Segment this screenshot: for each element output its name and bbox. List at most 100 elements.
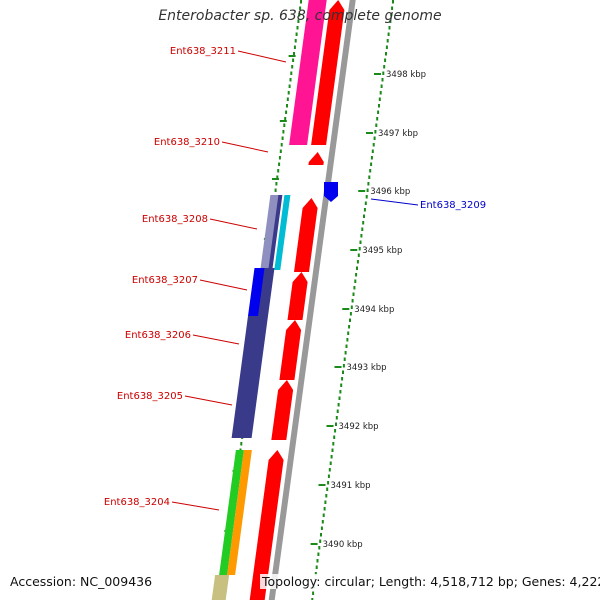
scale-dot (284, 117, 287, 121)
forward-gene-arrow (287, 272, 308, 320)
scale-dot (335, 416, 338, 420)
gene-label: Ent638_3208 (142, 214, 208, 225)
gene-leader-line (370, 198, 419, 206)
scale-dot (286, 104, 288, 108)
scale-dot (351, 299, 354, 303)
scale-tick-label: 3494 kbp (354, 305, 394, 315)
scale-dot (282, 130, 285, 134)
scale-dot (291, 65, 294, 69)
scale-dot (300, 0, 302, 4)
scale-dot (383, 65, 386, 69)
scale-dot (337, 403, 340, 407)
outer-scale-ring (311, 0, 394, 600)
inner-scale-tick (272, 178, 279, 180)
scale-dot (367, 182, 370, 186)
scale-dot (359, 240, 362, 244)
scale-dot (293, 45, 296, 49)
outer-scale-tick (318, 484, 326, 486)
scale-dot (385, 52, 387, 56)
scale-dot (297, 19, 300, 23)
scale-dot (353, 286, 356, 290)
scale-dot (377, 110, 380, 114)
scale-dot (357, 253, 360, 257)
outer-scale-tick (334, 366, 342, 368)
scale-tick-label: 3498 kbp (386, 70, 426, 80)
genome-backbone (268, 0, 356, 600)
scale-dot (386, 39, 389, 43)
outer-scale-tick (374, 73, 381, 75)
scale-dot (279, 149, 282, 153)
scale-dot (278, 156, 281, 160)
map-title: Enterobacter sp. 638, complete genome (158, 8, 442, 24)
topology-summary-text: Topology: circular; Length: 4,518,712 bp… (260, 574, 600, 589)
scale-dot (392, 0, 394, 4)
scale-dot (348, 325, 351, 329)
scale-dot (358, 247, 361, 251)
scale-dot (332, 442, 335, 446)
scale-dot (289, 78, 292, 82)
scale-dot (375, 123, 378, 127)
scale-tick-label: 3493 kbp (347, 363, 387, 373)
scale-dot (368, 175, 371, 179)
scale-dot (319, 539, 322, 543)
gene-leader-line (192, 334, 240, 345)
forward-gene-arrow (249, 450, 284, 600)
scale-dot (240, 442, 243, 446)
scale-dot (366, 188, 369, 192)
scale-dot (327, 474, 330, 478)
scale-dot (295, 32, 298, 36)
scale-dot (341, 377, 344, 381)
scale-dot (362, 221, 365, 225)
gene-leader-line (184, 395, 233, 406)
outer-scale-tick (342, 308, 350, 310)
feature-band-indigo (231, 316, 268, 438)
scale-dot (311, 598, 314, 600)
scale-dot (385, 45, 388, 49)
scale-dot (326, 487, 329, 491)
scale-dot (334, 429, 337, 433)
outer-scale-tick (366, 132, 373, 134)
scale-dot (335, 422, 337, 426)
scale-dot (290, 71, 293, 75)
scale-dot (324, 500, 327, 504)
outer-scale-tick (350, 249, 358, 251)
scale-dot (278, 162, 281, 166)
scale-dot (382, 71, 385, 75)
scale-dot (298, 13, 301, 17)
forward-gene-arrow (311, 0, 345, 145)
scale-dot (322, 513, 325, 517)
scale-dot (346, 338, 349, 342)
scale-tick-label: 3491 kbp (331, 481, 371, 491)
feature-band-orange (227, 450, 252, 575)
gene-leader-line (237, 50, 287, 63)
gene-label: Ent638_3207 (132, 275, 198, 286)
outer-scale-tick (358, 190, 366, 192)
gene-leader-line (171, 501, 220, 511)
scale-dot (378, 97, 381, 101)
scale-dot (339, 390, 342, 394)
scale-dot (287, 91, 290, 95)
gene-label: Ent638_3210 (154, 137, 220, 148)
scale-dot (333, 435, 336, 439)
scale-dot (372, 143, 375, 147)
scale-dot (320, 533, 322, 537)
gene-label: Ent638_3205 (117, 391, 183, 402)
scale-dot (327, 481, 330, 485)
scale-dot (376, 117, 379, 121)
scale-dot (292, 58, 295, 62)
scale-dot (314, 572, 317, 576)
scale-dot (356, 260, 359, 264)
scale-dot (388, 26, 391, 30)
scale-dot (283, 123, 286, 127)
scale-dot (391, 6, 394, 10)
scale-dot (343, 357, 346, 361)
scale-dot (275, 182, 278, 186)
scale-dot (361, 227, 364, 231)
scale-dot (379, 91, 382, 95)
scale-dot (390, 13, 393, 17)
feature-band-magenta (289, 0, 327, 145)
scale-dot (299, 6, 302, 10)
scale-dot (330, 455, 333, 459)
